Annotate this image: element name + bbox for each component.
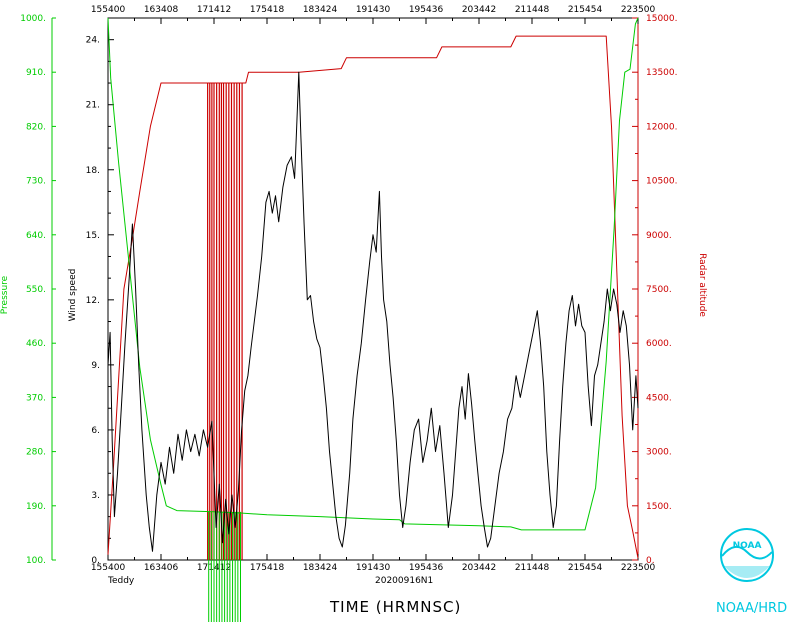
- wind-speed-tick-labels: 0. 3. 6. 9. 12. 15. 18. 21. 24.: [86, 36, 100, 566]
- time-tick-label: 195436: [409, 563, 444, 573]
- storm-name-label: Teddy: [107, 576, 135, 586]
- pressure-tick-label: 640.: [26, 231, 46, 241]
- wind-speed-tick-label: 24.: [86, 36, 100, 46]
- time-tick-label: 203442: [462, 563, 496, 573]
- wind-speed-axis-label: Wind speed: [68, 269, 78, 322]
- pressure-tick-label: 730.: [26, 177, 46, 187]
- time-tick-label: 163406: [144, 563, 179, 573]
- radar-altitude-tick-label: 10500.: [646, 177, 678, 187]
- time-tick-label: 211448: [515, 563, 550, 573]
- noaa-logo-text: NOAA: [733, 541, 762, 551]
- radar-altitude-tick-label: 9000.: [646, 231, 672, 241]
- radar-altitude-tick-label: 13500.: [646, 68, 678, 78]
- pressure-tick-label: 280.: [26, 448, 46, 458]
- x-axis-title: TIME (HRMNSC): [329, 598, 461, 616]
- top-time-tick-label: 215454: [568, 5, 603, 15]
- radar-altitude-tick-label: 1500.: [646, 502, 672, 512]
- pressure-tick-label: 190.: [26, 502, 46, 512]
- pressure-tick-label: 550.: [26, 285, 46, 295]
- pressure-tick-label: 1000.: [20, 14, 46, 24]
- top-time-tick-labels: 155400 163408 171412 175418 183424 191430 1954…: [91, 5, 656, 15]
- wind-speed-tick-label: 0.: [91, 556, 100, 566]
- pressure-line: [107, 17, 639, 531]
- time-tick-label: 155400: [91, 563, 126, 573]
- wind-speed-line: [107, 71, 639, 552]
- radar-altitude-tick-labels: 0. 1500. 3000. 4500. 6000. 7500. 9000. 10500. 12…: [646, 14, 678, 566]
- wind-speed-tick-label: 18.: [86, 166, 100, 176]
- top-time-tick-label: 183424: [303, 5, 338, 15]
- noaa-hrd-label: NOAA/HRD: [716, 601, 787, 616]
- top-time-tick-label: 191430: [356, 5, 391, 15]
- series-layer: [107, 17, 639, 622]
- time-tick-label: 175418: [250, 563, 285, 573]
- top-time-tick-label: 223500: [621, 5, 656, 15]
- radar-altitude-tick-label: 7500.: [646, 285, 672, 295]
- wind-speed-tick-label: 3.: [91, 491, 100, 501]
- plot-frame: [107, 17, 639, 561]
- pressure-tick-label: 910.: [26, 68, 46, 78]
- radar-altitude-tick-label: 15000.: [646, 14, 678, 24]
- wind-speed-tick-label: 12.: [86, 296, 100, 306]
- radar-altitude-tick-label: 0.: [646, 556, 655, 566]
- pressure-tick-label: 100.: [26, 556, 46, 566]
- radar-altitude-tick-label: 12000.: [646, 122, 678, 132]
- time-tick-label: 215454: [568, 563, 603, 573]
- bottom-time-tick-labels: 155400 163406 171412 175418 183424 191430 1954…: [91, 563, 656, 573]
- radar-altitude-line: [107, 35, 639, 559]
- top-time-tick-label: 171412: [197, 5, 231, 15]
- time-tick-label: 223500: [621, 563, 656, 573]
- pressure-tick-label: 370.: [26, 393, 46, 403]
- radar-altitude-axis-label: Radar altitude: [697, 253, 707, 317]
- noaa-logo: NOAA: [720, 528, 774, 582]
- wind-speed-tick-label: 6.: [91, 426, 100, 436]
- pressure-tick-label: 460.: [26, 339, 46, 349]
- top-time-tick-label: 155400: [91, 5, 126, 15]
- wind-speed-tick-label: 21.: [86, 101, 100, 111]
- top-time-tick-label: 163408: [144, 5, 179, 15]
- top-time-tick-label: 175418: [250, 5, 285, 15]
- radar-altitude-tick-label: 4500.: [646, 393, 672, 403]
- frame-ticks: [107, 17, 639, 561]
- flight-id-label: 20200916N1: [375, 576, 433, 586]
- pressure-axis-label: Pressure: [0, 275, 10, 314]
- top-time-tick-label: 203442: [462, 5, 496, 15]
- pressure-tick-label: 820.: [26, 122, 46, 132]
- pressure-tick-labels: 100. 190. 280. 370. 460. 550. 640. 730. 820. 910.…: [20, 14, 56, 566]
- top-time-tick-label: 195436: [409, 5, 444, 15]
- time-tick-label: 191430: [356, 563, 391, 573]
- time-tick-label: 183424: [303, 563, 338, 573]
- radar-altitude-tick-label: 3000.: [646, 448, 672, 458]
- wind-speed-tick-label: 9.: [91, 361, 100, 371]
- radar-altitude-tick-label: 6000.: [646, 339, 672, 349]
- top-time-tick-label: 211448: [515, 5, 550, 15]
- wind-speed-tick-label: 15.: [86, 231, 100, 241]
